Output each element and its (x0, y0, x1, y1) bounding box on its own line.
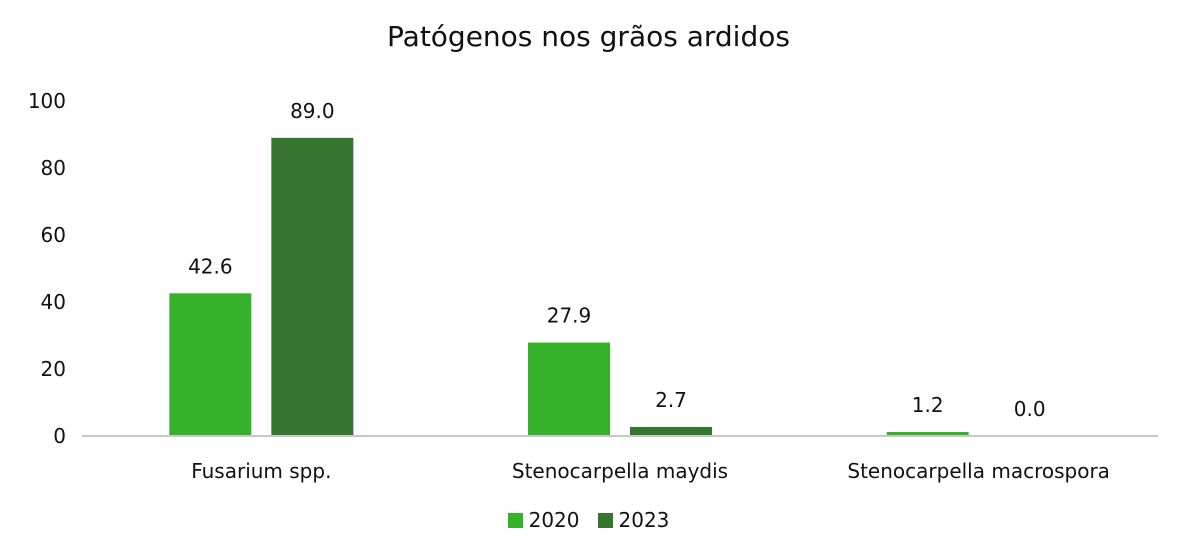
x-tick-label: Fusarium spp. (191, 459, 331, 483)
legend-swatch (597, 512, 613, 528)
bar (271, 137, 354, 436)
data-label: 42.6 (188, 254, 233, 278)
legend: 2020 2023 (0, 508, 1177, 532)
y-tick-label: 40 (41, 290, 66, 314)
legend-swatch (507, 512, 523, 528)
bar (528, 342, 610, 436)
data-label: 2.7 (655, 388, 687, 412)
bar (886, 431, 969, 436)
data-label: 0.0 (1014, 397, 1046, 421)
x-tick-label: Stenocarpella macrospora (847, 459, 1110, 483)
legend-item-2023: 2023 (597, 508, 670, 532)
x-tick-label: Stenocarpella maydis (512, 459, 728, 483)
y-tick-label: 20 (41, 357, 66, 381)
y-tick-label: 100 (28, 89, 66, 113)
data-label: 1.2 (912, 393, 944, 417)
y-tick-label: 60 (41, 223, 66, 247)
y-tick-label: 0 (53, 424, 66, 448)
legend-label: 2020 (528, 508, 580, 532)
data-label: 89.0 (290, 99, 335, 123)
data-label: 27.9 (547, 304, 592, 328)
legend-label: 2023 (618, 508, 670, 532)
legend-item-2020: 2020 (507, 508, 580, 532)
chart-title: Patógenos nos grãos ardidos (387, 20, 790, 53)
y-tick-label: 80 (41, 156, 66, 180)
bar (169, 293, 252, 436)
bar (630, 426, 712, 436)
